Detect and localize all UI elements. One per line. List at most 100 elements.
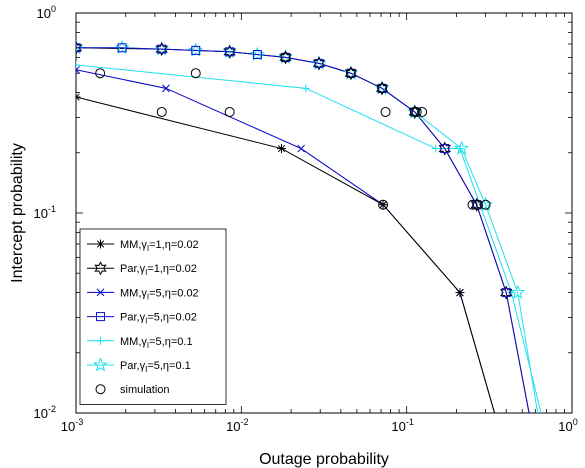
y-axis-label: Intercept probability xyxy=(9,143,26,283)
marker-stroke xyxy=(277,144,286,153)
data-point xyxy=(312,56,326,71)
y-tick-label: 10-2 xyxy=(34,404,56,421)
legend-label-rest: =1,η=0.02 xyxy=(149,239,199,251)
legend-marker xyxy=(96,336,105,345)
tick-label-base: 10 xyxy=(391,419,405,434)
marker-stroke xyxy=(96,240,105,248)
data-point xyxy=(344,66,358,81)
data-point xyxy=(76,40,83,55)
data-point xyxy=(455,288,465,298)
series-markers xyxy=(76,92,465,298)
tick-label-base: 10 xyxy=(34,406,48,421)
data-point xyxy=(76,92,81,102)
x-axis-label: Outage probability xyxy=(259,451,389,468)
series-line xyxy=(76,47,530,413)
marker-stroke xyxy=(76,96,80,101)
legend-entry: simulation xyxy=(95,384,170,396)
legend-label-main: simulation xyxy=(120,384,170,396)
data-point xyxy=(380,106,391,117)
tick-label-exponent: -1 xyxy=(48,204,56,214)
data-point xyxy=(223,44,236,59)
data-point xyxy=(377,83,388,94)
legend-label-rest: =5,η=0.1 xyxy=(147,360,190,372)
marker-stroke xyxy=(456,288,464,297)
legend-entry: Par,γI=1,η=0.02 xyxy=(87,261,197,277)
tick-label-exponent: -2 xyxy=(48,404,56,414)
legend-marker xyxy=(96,312,105,322)
data-point xyxy=(480,199,491,210)
marker-stroke xyxy=(379,201,387,209)
legend-label-rest: =5,η=0.1 xyxy=(149,336,192,348)
marker-stroke xyxy=(76,69,80,74)
marker-stroke xyxy=(76,93,80,98)
y-tick-label: 10-1 xyxy=(34,204,56,221)
legend-label: Par,γI=5,η=0.02 xyxy=(120,312,197,326)
marker-stroke xyxy=(162,84,170,93)
data-point xyxy=(440,144,450,154)
tick-label-exponent: -1 xyxy=(406,417,414,427)
legend-label-main: Par,γ xyxy=(120,360,146,372)
data-point xyxy=(454,140,470,155)
legend-marker xyxy=(93,357,108,372)
tick-label-exponent: 0 xyxy=(51,4,56,14)
legend-label-main: MM,γ xyxy=(120,336,147,348)
data-point xyxy=(301,84,310,93)
legend-marker xyxy=(96,288,105,297)
legend-label: MM,γI=5,η=0.1 xyxy=(120,336,193,350)
legend-label-subscript: I xyxy=(145,317,147,326)
legend-marker xyxy=(94,261,107,276)
data-point xyxy=(510,284,526,299)
data-point xyxy=(472,199,483,210)
legend-label: simulation xyxy=(120,384,170,396)
data-point xyxy=(417,106,428,117)
legend-label-subscript: I xyxy=(145,365,147,374)
marker-stroke xyxy=(76,65,80,71)
legend-label: Par,γI=1,η=0.02 xyxy=(120,263,197,277)
data-point xyxy=(467,199,478,210)
legend-label-subscript: I xyxy=(147,244,149,253)
data-point xyxy=(280,52,291,63)
data-point xyxy=(117,43,127,53)
tick-label-exponent: -3 xyxy=(75,417,83,427)
data-point xyxy=(188,42,204,57)
data-point xyxy=(76,43,81,53)
data-point xyxy=(162,84,170,93)
legend-label-main: MM,γ xyxy=(120,287,147,299)
legend-label-main: MM,γ xyxy=(120,239,147,251)
data-point xyxy=(252,50,262,60)
data-point xyxy=(277,144,287,154)
tick-label-base: 10 xyxy=(34,206,48,221)
data-point xyxy=(500,285,513,300)
legend: MM,γI=1,η=0.02Par,γI=1,η=0.02MM,γI=5,η=0… xyxy=(79,228,227,405)
series-markers xyxy=(95,52,491,210)
tick-label-base: 10 xyxy=(37,6,51,21)
data-point xyxy=(114,39,130,55)
y-tick-label: 100 xyxy=(37,4,56,21)
data-point xyxy=(155,41,168,57)
legend-label-subscript: I xyxy=(145,268,147,277)
data-point xyxy=(190,68,201,79)
data-point xyxy=(191,45,201,55)
data-point xyxy=(375,81,389,96)
legend-label-rest: =5,η=0.02 xyxy=(149,287,199,299)
data-point xyxy=(297,144,305,153)
legend-label-main: Par,γ xyxy=(120,263,146,275)
data-point xyxy=(76,60,80,69)
data-point xyxy=(224,106,235,117)
data-point xyxy=(156,106,167,117)
tick-label-exponent: -2 xyxy=(241,417,249,427)
data-point xyxy=(95,68,106,79)
data-point xyxy=(157,44,167,54)
x-tick-label: 10-2 xyxy=(226,417,248,434)
tick-label-base: 10 xyxy=(61,419,75,434)
series-layer xyxy=(76,39,542,413)
tick-label-base: 10 xyxy=(226,419,240,434)
data-point xyxy=(279,50,292,65)
data-point xyxy=(249,46,265,61)
legend-entry: MM,γI=5,η=0.1 xyxy=(87,336,193,350)
data-point xyxy=(411,106,422,117)
legend-entry: Par,γI=5,η=0.02 xyxy=(87,312,197,326)
legend-label-subscript: I xyxy=(147,341,149,350)
